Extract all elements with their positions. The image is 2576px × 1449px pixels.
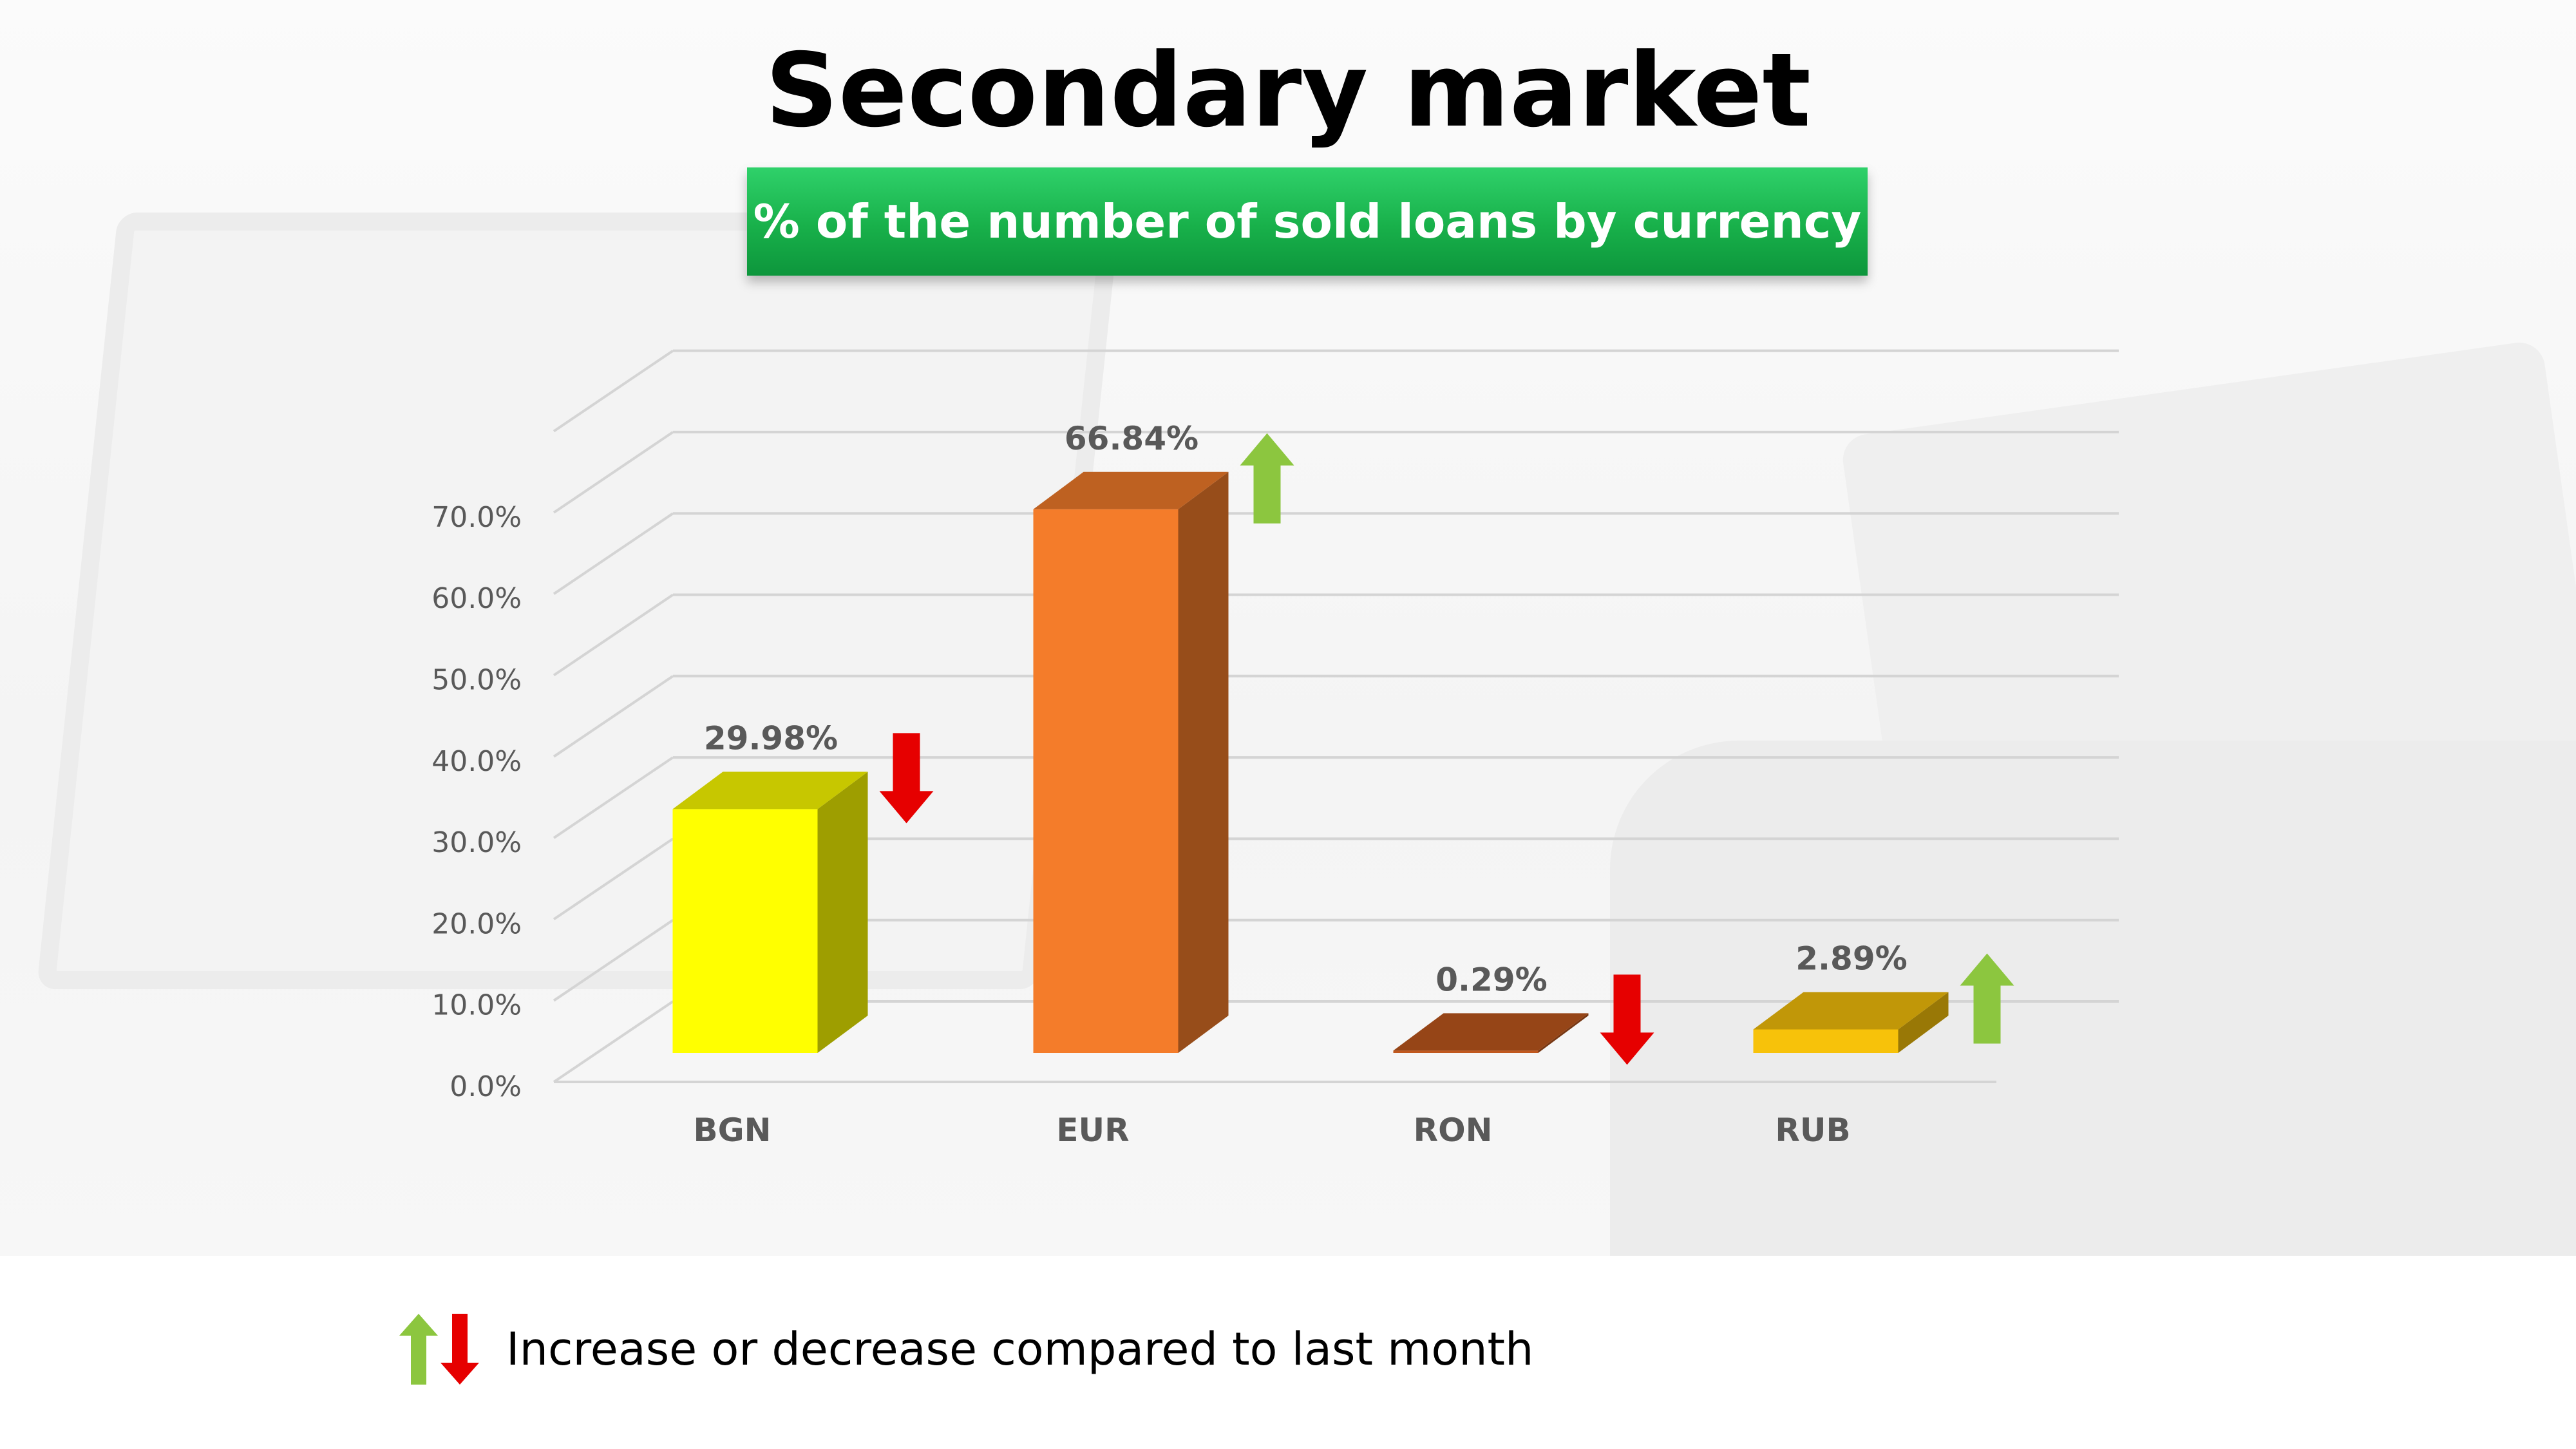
bar-side-rub <box>1898 992 1949 1053</box>
chart-subtitle: % of the number of sold loans by currenc… <box>753 194 1862 249</box>
grid-diagonal <box>553 593 674 677</box>
grid-diagonal <box>553 1000 674 1083</box>
grid-diagonal <box>553 675 674 758</box>
y-tick-label: 0.0% <box>450 1070 522 1103</box>
background-hand <box>1610 741 2576 1256</box>
x-tick-label-bgn: BGN <box>694 1112 772 1149</box>
bar-ron <box>1393 1050 1539 1053</box>
y-tick-label: 40.0% <box>431 745 522 778</box>
data-label-bgn: 29.98% <box>704 719 838 757</box>
trend-up-arrow-icon <box>1960 953 2014 1044</box>
bar-top-rub <box>1753 992 1949 1030</box>
bar-top-ron <box>1393 1013 1589 1051</box>
y-tick-label: 30.0% <box>431 826 522 859</box>
bar-rub <box>1753 1029 1899 1053</box>
data-label-ron: 0.29% <box>1435 961 1547 998</box>
trend-down-arrow-icon <box>879 733 934 824</box>
data-label-eur: 66.84% <box>1065 420 1198 457</box>
y-tick-label: 50.0% <box>431 664 522 697</box>
x-tick-label-ron: RON <box>1414 1112 1493 1149</box>
legend-text: Increase or decrease compared to last mo… <box>506 1323 1534 1376</box>
y-tick-label: 20.0% <box>431 907 522 940</box>
bar-side-eur <box>1178 471 1229 1053</box>
bar-eur <box>1033 509 1179 1053</box>
slide-title: Secondary market <box>765 32 1811 150</box>
bar-top-bgn <box>672 772 868 810</box>
y-tick-label: 60.0% <box>431 582 522 615</box>
trend-down-arrow-icon <box>1600 974 1654 1065</box>
bar-side-bgn <box>817 772 868 1053</box>
grid-diagonal <box>553 349 674 433</box>
legend-up-arrow-icon <box>399 1314 438 1385</box>
data-label-rub: 2.89% <box>1795 940 1907 977</box>
trend-up-arrow-icon <box>1240 433 1294 524</box>
up-down-arrows-icon <box>399 1314 479 1385</box>
legend-down-arrow-icon <box>440 1314 479 1385</box>
grid-diagonal <box>553 431 674 514</box>
y-tick-label: 70.0% <box>431 501 522 534</box>
bar-side-ron <box>1538 1013 1589 1053</box>
grid-diagonal <box>553 756 674 839</box>
grid-diagonal <box>553 512 674 595</box>
grid-diagonal <box>553 919 674 1002</box>
grid-diagonal <box>553 837 674 921</box>
y-tick-label: 10.0% <box>431 989 522 1022</box>
bar-bgn <box>672 809 818 1053</box>
chart-subtitle-banner: % of the number of sold loans by currenc… <box>747 167 1868 276</box>
x-tick-label-eur: EUR <box>1056 1112 1129 1149</box>
legend: Increase or decrease compared to last mo… <box>399 1314 1533 1385</box>
x-tick-label-rub: RUB <box>1775 1112 1850 1149</box>
bar-top-eur <box>1033 471 1229 509</box>
bar-chart: 0.0% 10.0% 20.0% 30.0% 40.0% 50.0% 60.0% 70.0% 2… <box>431 349 2119 1149</box>
